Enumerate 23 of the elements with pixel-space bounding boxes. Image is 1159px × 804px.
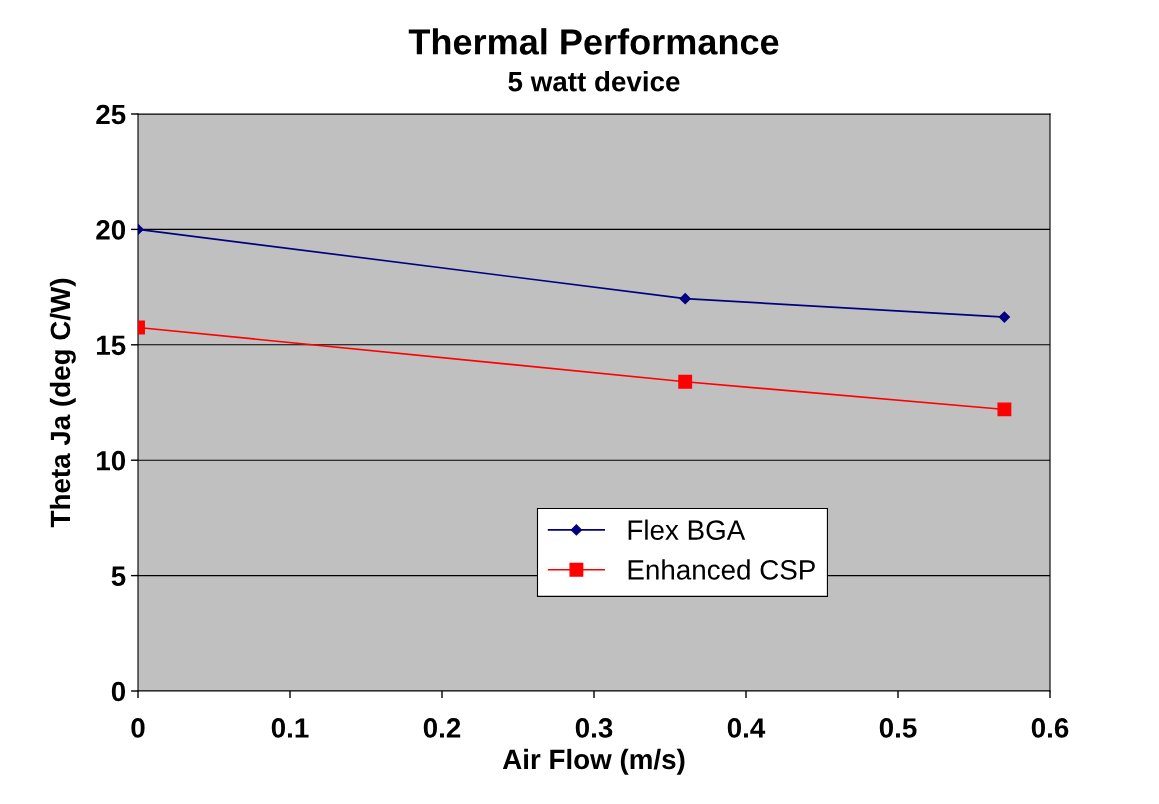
legend-label: Enhanced CSP: [628, 559, 815, 580]
point: [998, 311, 1011, 323]
point: [997, 402, 1012, 417]
legend-label: Flex BGA: [628, 519, 746, 540]
y-tick-label: 25: [96, 104, 126, 125]
x-tick-label: 0: [131, 718, 145, 738]
y-tick-label: 10: [97, 450, 126, 471]
x-tick-label: 0.5: [879, 718, 917, 738]
y-tick-label: 20: [96, 220, 126, 240]
x-tick-label: 0.6: [1031, 718, 1069, 738]
point: [679, 293, 691, 305]
chart-title: Thermal Performance: [408, 28, 779, 55]
x-tick-label: 0.1: [271, 718, 309, 738]
chart-subtitle: 5 watt device: [508, 71, 680, 92]
y-tick-label: 15: [97, 335, 126, 356]
x-axis-title: Air Flow (m/s): [502, 748, 685, 775]
y-axis-title: Theta Ja (deg C/W): [49, 278, 76, 528]
point: [678, 374, 693, 389]
x-tick-label: 0.2: [423, 718, 461, 738]
x-tick-label: 0.4: [727, 718, 766, 738]
x-tick-label: 0.3: [575, 718, 613, 738]
y-tick-label: 0: [111, 681, 126, 702]
y-tick-label: 5: [111, 566, 126, 586]
